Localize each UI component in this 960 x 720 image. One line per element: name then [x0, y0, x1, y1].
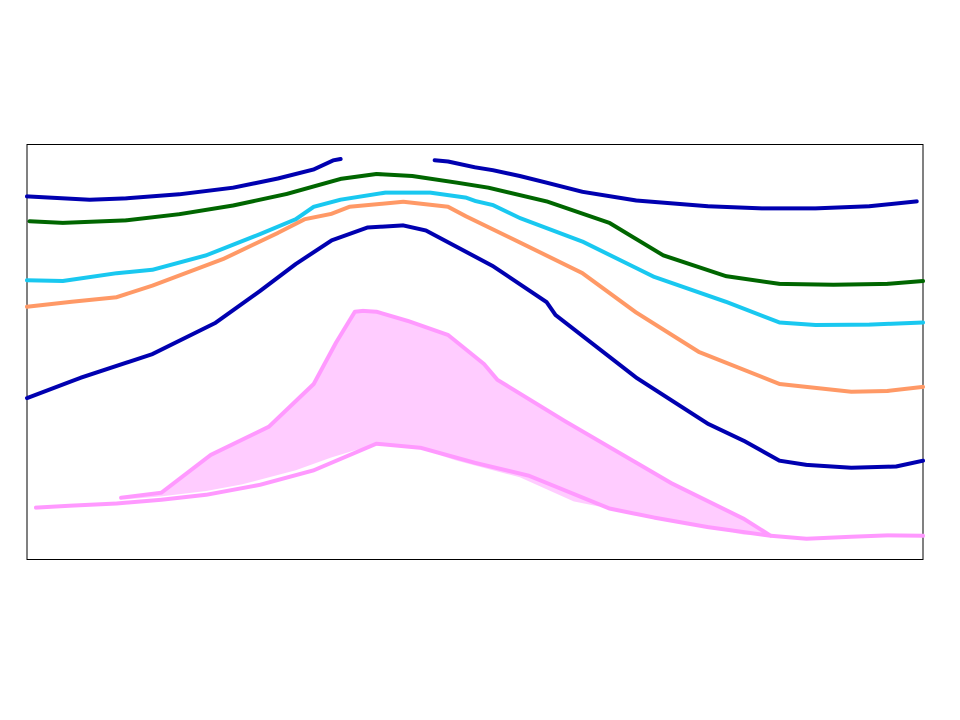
series-line-1-seg-1 [25, 157, 343, 202]
series-line-2 [27, 172, 925, 287]
plot-frame [26, 144, 924, 560]
band-area [121, 310, 771, 536]
series-line-1-seg-2 [432, 158, 919, 211]
band-lower-line [34, 441, 925, 541]
series-line-3 [25, 190, 925, 327]
series-line-5 [25, 223, 925, 470]
series-line-4 [25, 199, 925, 394]
band-layer [34, 308, 925, 541]
series-layer [25, 157, 925, 470]
band-upper-edge [119, 308, 773, 538]
